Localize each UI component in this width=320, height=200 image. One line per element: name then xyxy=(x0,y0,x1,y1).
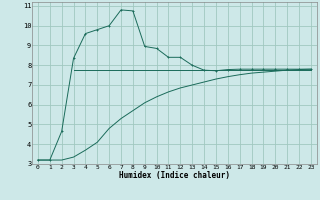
X-axis label: Humidex (Indice chaleur): Humidex (Indice chaleur) xyxy=(119,171,230,180)
